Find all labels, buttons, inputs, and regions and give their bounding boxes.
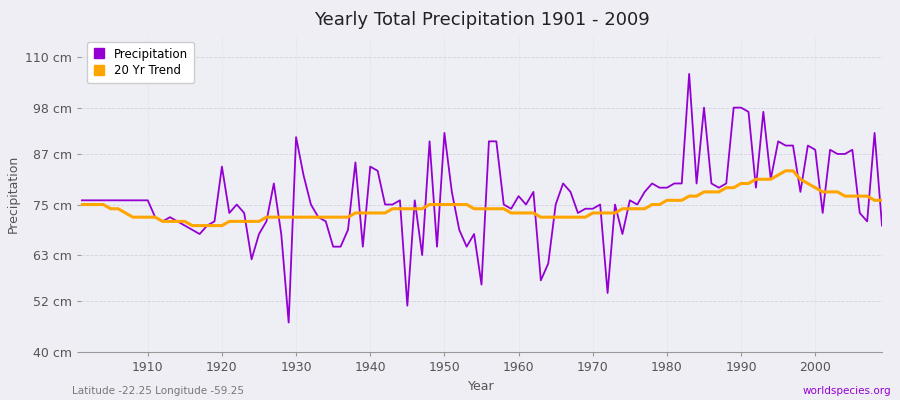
20 Yr Trend xyxy=(135,215,146,220)
Precipitation xyxy=(305,202,316,207)
Precipitation xyxy=(513,194,524,198)
20 Yr Trend xyxy=(780,168,791,173)
Y-axis label: Precipitation: Precipitation xyxy=(6,155,20,233)
Precipitation xyxy=(877,223,887,228)
Precipitation xyxy=(350,160,361,165)
Line: 20 Yr Trend: 20 Yr Trend xyxy=(81,171,882,226)
20 Yr Trend xyxy=(520,210,531,215)
Precipitation xyxy=(520,202,531,207)
20 Yr Trend xyxy=(187,223,198,228)
Precipitation xyxy=(609,202,620,207)
Legend: Precipitation, 20 Yr Trend: Precipitation, 20 Yr Trend xyxy=(87,42,194,83)
20 Yr Trend xyxy=(76,202,86,207)
Line: Precipitation: Precipitation xyxy=(81,74,882,322)
20 Yr Trend xyxy=(609,210,620,215)
Text: Latitude -22.25 Longitude -59.25: Latitude -22.25 Longitude -59.25 xyxy=(72,386,244,396)
Precipitation xyxy=(684,72,695,76)
20 Yr Trend xyxy=(877,198,887,203)
20 Yr Trend xyxy=(350,210,361,215)
20 Yr Trend xyxy=(513,210,524,215)
Precipitation xyxy=(76,198,86,203)
X-axis label: Year: Year xyxy=(468,380,495,392)
Text: worldspecies.org: worldspecies.org xyxy=(803,386,891,396)
Title: Yearly Total Precipitation 1901 - 2009: Yearly Total Precipitation 1901 - 2009 xyxy=(313,11,650,29)
20 Yr Trend xyxy=(305,215,316,220)
Precipitation xyxy=(284,320,294,325)
Precipitation xyxy=(135,198,146,203)
